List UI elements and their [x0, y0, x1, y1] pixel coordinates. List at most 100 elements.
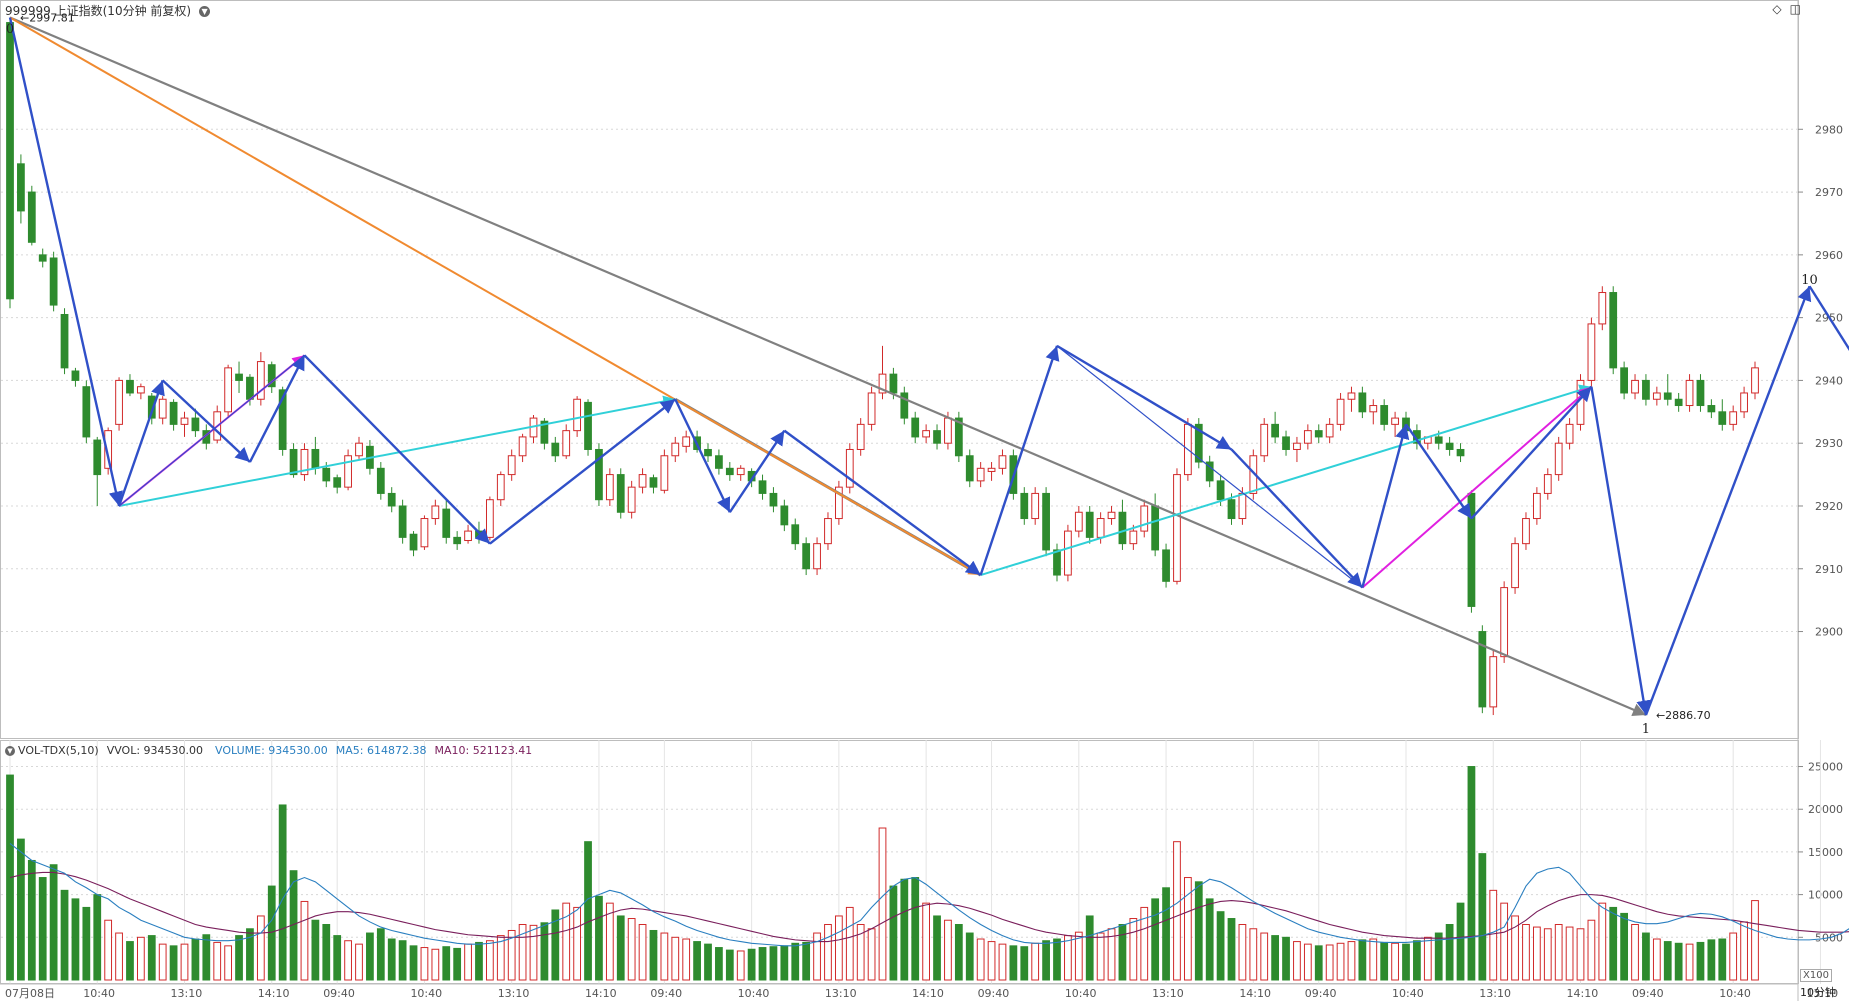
candle-up: [496, 474, 505, 501]
volume-bar-up: [1685, 943, 1694, 981]
candle-up: [104, 430, 113, 469]
x-tick-label: 13:10: [1806, 987, 1838, 1000]
thin-wave-line: [1056, 345, 1363, 589]
candle-down: [1020, 492, 1029, 520]
volume-bar-down: [1358, 939, 1367, 981]
volume-toggle-icon[interactable]: ▼: [5, 746, 15, 756]
volume-bar-down: [965, 932, 974, 981]
candle-down: [246, 376, 254, 400]
main-header: 999999 上证指数(10分钟 前复权) ▼: [5, 2, 218, 19]
candle-down: [1271, 423, 1280, 438]
candle-down: [126, 379, 134, 394]
volume-bar-up: [1183, 877, 1192, 981]
vvol-value: VVOL: 934530.00: [106, 744, 204, 757]
volume-bar-up: [104, 919, 113, 981]
candle-down: [409, 533, 418, 551]
candle-up: [638, 474, 647, 488]
volume-bar-down: [409, 945, 418, 981]
volume-bar-down: [1194, 881, 1203, 981]
volume-bar-down: [1053, 938, 1061, 981]
settings-icon[interactable]: ▼: [199, 6, 211, 17]
volume-bar-down: [1020, 946, 1029, 981]
volume-bar-down: [1282, 936, 1290, 981]
zigzag-segment: [1361, 424, 1410, 588]
candle-up: [1522, 518, 1530, 545]
volume-bar-up: [1391, 942, 1399, 981]
candle-up: [1631, 379, 1639, 394]
wave-number-label: 1: [1642, 722, 1650, 737]
candle-down: [267, 364, 276, 388]
x-tick-label: 10:40: [1065, 987, 1097, 1000]
volume-bar-down: [246, 928, 254, 981]
volume-bar-up: [1096, 932, 1105, 981]
candle-up: [1740, 392, 1748, 413]
candle-up: [115, 379, 123, 425]
volume-bar-up: [660, 932, 669, 981]
zigzag-segment: [8, 17, 123, 507]
volume-bar-down: [82, 906, 91, 981]
zigzag-segment: [248, 354, 306, 463]
window-icon[interactable]: ◫: [1789, 2, 1801, 16]
volume-bar-up: [1631, 924, 1639, 981]
volume-bar-down: [453, 947, 462, 981]
candle-up: [922, 430, 931, 438]
diamond-icon[interactable]: ◇: [1772, 2, 1782, 16]
volume-bar-up: [420, 947, 429, 981]
x-tick-label: 09:40: [1305, 987, 1337, 1000]
price-tick-label: 2920: [1815, 500, 1843, 513]
volume-bar-down: [126, 941, 134, 981]
volume-bar-up: [562, 902, 571, 981]
candle-up: [824, 518, 832, 545]
candle-up: [562, 430, 571, 457]
volume-bar-up: [944, 919, 952, 981]
candle-up: [431, 505, 440, 520]
candle-up: [834, 486, 843, 520]
volume-header: ▼ VOL-TDX(5,10) VVOL: 934530.00 VOLUME: 934…: [5, 744, 540, 757]
candle-up: [856, 423, 865, 450]
volume-bar-down: [933, 915, 941, 981]
volume-bar-down: [475, 941, 483, 981]
candle-down: [1085, 511, 1094, 538]
candle-up: [627, 486, 636, 513]
candle-down: [1456, 448, 1465, 457]
candle-up: [605, 474, 614, 501]
volume-bar-up: [1740, 921, 1748, 981]
candle-down: [1707, 405, 1716, 413]
volume-bar-down: [398, 940, 407, 981]
volume-bar-down: [954, 924, 963, 981]
volume-bar-up: [1303, 943, 1312, 981]
volume-bar-up: [605, 902, 614, 981]
cyan-trend-line: [980, 384, 1592, 576]
candle-up: [682, 436, 691, 447]
candle-down: [1467, 492, 1476, 607]
candle-down: [1205, 461, 1214, 482]
volume-bar-up: [845, 906, 854, 981]
volume-bar-up: [507, 929, 516, 981]
volume-bar-down: [202, 934, 211, 981]
cyan-trend-line: [118, 395, 676, 507]
volume-bar-up: [1347, 941, 1356, 981]
volume-bar-down: [1413, 940, 1421, 981]
candle-up: [1173, 474, 1181, 582]
price-tick-label: 2900: [1815, 626, 1843, 639]
volume-bar-down: [71, 898, 80, 981]
candle-up: [1369, 405, 1378, 413]
zigzag-segment: [783, 429, 982, 577]
x-tick-label: 10:40: [738, 987, 770, 1000]
volume-bar-down: [584, 841, 592, 981]
volume-bar-up: [355, 943, 363, 981]
zigzag-segment: [117, 380, 165, 507]
volume-bar-down: [333, 935, 342, 981]
volume-bar-up: [987, 941, 996, 981]
candle-up: [224, 367, 233, 413]
candle-down: [584, 401, 592, 450]
volume-bar-down: [442, 946, 451, 981]
volume-bar-down: [758, 947, 767, 981]
volume-bar-down: [1085, 915, 1094, 981]
volume-bar-down: [1216, 911, 1225, 981]
volume-bar-down: [49, 864, 58, 981]
candle-up: [1543, 474, 1552, 494]
period-label[interactable]: 10分钟: [1800, 986, 1836, 999]
candle-down: [1642, 379, 1650, 400]
